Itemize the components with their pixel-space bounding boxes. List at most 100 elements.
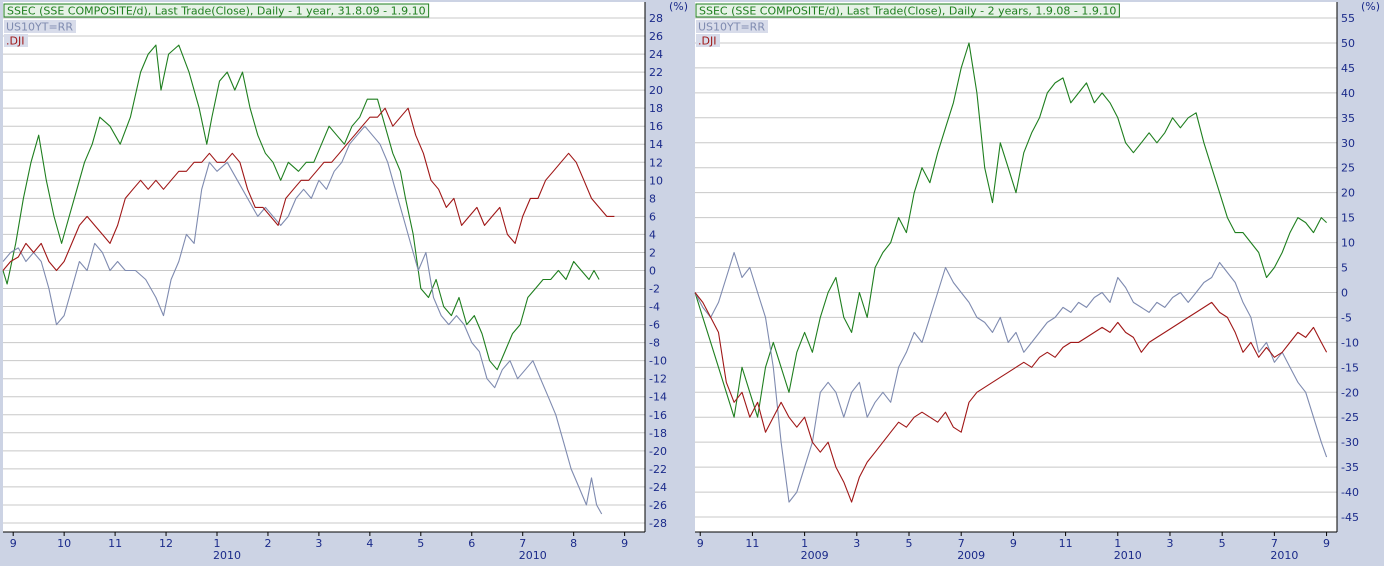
y-tick-label: 26 [649,30,663,43]
y-tick-label: -22 [649,463,667,476]
y-tick-label: -30 [1341,436,1359,449]
y-tick-label: 14 [649,138,663,151]
y-tick-label: 18 [649,102,663,115]
y-tick-label: 16 [649,120,663,133]
legend-item-ssec: SSEC (SSE COMPOSITE/d), Last Trade(Close… [7,5,426,18]
y-tick-label: 30 [1341,137,1355,150]
series-line-0 [2,44,600,371]
y-tick-label: 0 [649,264,656,277]
y-tick-label: -4 [649,301,660,314]
chart-panel-2years: 5550454035302520151050-5-10-15-20-25-30-… [694,0,1380,562]
x-tick-label: 5 [906,537,913,550]
x-tick-label: 5 [1219,537,1226,550]
chart-panel-1year: 2826242220181614121086420-2-4-6-8-10-12-… [2,0,688,562]
series-line-0 [694,42,1327,418]
x-tick-label: 11 [108,537,122,550]
x-tick-label: 4 [366,537,373,550]
x-tick-label: 7 [519,537,526,550]
x-tick-label: 1 [1114,537,1121,550]
y-tick-label: 45 [1341,62,1355,75]
y-tick-label: 5 [1341,262,1348,275]
y-tick-label: 50 [1341,37,1355,50]
x-tick-label: 2 [264,537,271,550]
y-tick-label: -6 [649,319,660,332]
x-tick-label: 12 [159,537,173,550]
y-tick-label: -16 [649,409,667,422]
legend-item-ssec: SSEC (SSE COMPOSITE/d), Last Trade(Close… [699,5,1116,18]
x-tick-label: 3 [315,537,322,550]
legend-item-dji: .DJI [6,35,24,48]
y-tick-label: 20 [1341,187,1355,200]
y-tick-label: -10 [1341,336,1359,349]
legend-header-box [695,3,1120,18]
y-tick-label: -45 [1341,511,1359,524]
x-tick-label: 8 [570,537,577,550]
legend-bg-dji [4,34,28,47]
legend-item-dji: .DJI [698,35,716,48]
y-tick-label: 15 [1341,212,1355,225]
y-tick-label: -14 [649,391,667,404]
x-tick-label: 9 [621,537,628,550]
y-tick-label: -10 [649,355,667,368]
x-year-label: 2010 [1270,549,1298,562]
x-tick-label: 10 [57,537,71,550]
y-tick-label: 6 [649,210,656,223]
y-tick-label: -18 [649,427,667,440]
series-line-2 [2,107,615,272]
y-tick-label: 35 [1341,112,1355,125]
y-tick-label: -35 [1341,461,1359,474]
y-tick-label: 25 [1341,162,1355,175]
y-tick-label: -8 [649,337,660,350]
y-tick-label: 24 [649,48,663,61]
legend-header-box [3,3,430,18]
unit-label: (%) [1361,0,1380,13]
x-tick-label: 11 [1059,537,1073,550]
x-tick-label: 3 [1166,537,1173,550]
y-tick-label: 20 [649,84,663,97]
x-year-label: 2009 [957,549,985,562]
y-tick-label: -20 [1341,386,1359,399]
y-tick-label: 40 [1341,87,1355,100]
series-line-1 [2,125,603,515]
y-tick-label: -15 [1341,361,1359,374]
x-tick-label: 3 [853,537,860,550]
x-year-label: 2010 [519,549,547,562]
x-tick-label: 1 [801,537,808,550]
y-tick-label: 10 [1341,237,1355,250]
x-tick-label: 1 [214,537,221,550]
x-year-label: 2010 [213,549,241,562]
y-tick-label: -25 [1341,411,1359,424]
x-year-label: 2010 [1114,549,1142,562]
y-tick-label: 0 [1341,286,1348,299]
x-tick-label: 5 [417,537,424,550]
y-tick-label: -24 [649,481,667,494]
x-tick-label: 9 [10,537,17,550]
y-tick-label: -20 [649,445,667,458]
series-line-2 [694,292,1328,503]
y-tick-label: 22 [649,66,663,79]
x-year-label: 2009 [801,549,829,562]
x-tick-label: 9 [1010,537,1017,550]
legend-bg-us10yt [696,20,768,33]
y-tick-label: -28 [649,517,667,530]
y-tick-label: 8 [649,192,656,205]
y-tick-label: 10 [649,174,663,187]
legend-bg-us10yt [4,20,76,33]
legend-item-us10yt: US10YT=RR [698,21,765,34]
y-tick-label: 55 [1341,12,1355,25]
y-tick-label: -5 [1341,311,1352,324]
plot-area [695,2,1337,532]
y-tick-label: 2 [649,246,656,259]
legend-item-us10yt: US10YT=RR [6,21,73,34]
legend-bg-dji [696,34,720,47]
y-tick-label: 4 [649,228,656,241]
x-tick-label: 9 [1323,537,1330,550]
x-tick-label: 9 [697,537,704,550]
y-tick-label: -40 [1341,486,1359,499]
plot-area [3,2,645,532]
series-line-1 [694,251,1328,503]
y-tick-label: -2 [649,283,660,296]
x-tick-label: 7 [1271,537,1278,550]
x-tick-label: 6 [468,537,475,550]
